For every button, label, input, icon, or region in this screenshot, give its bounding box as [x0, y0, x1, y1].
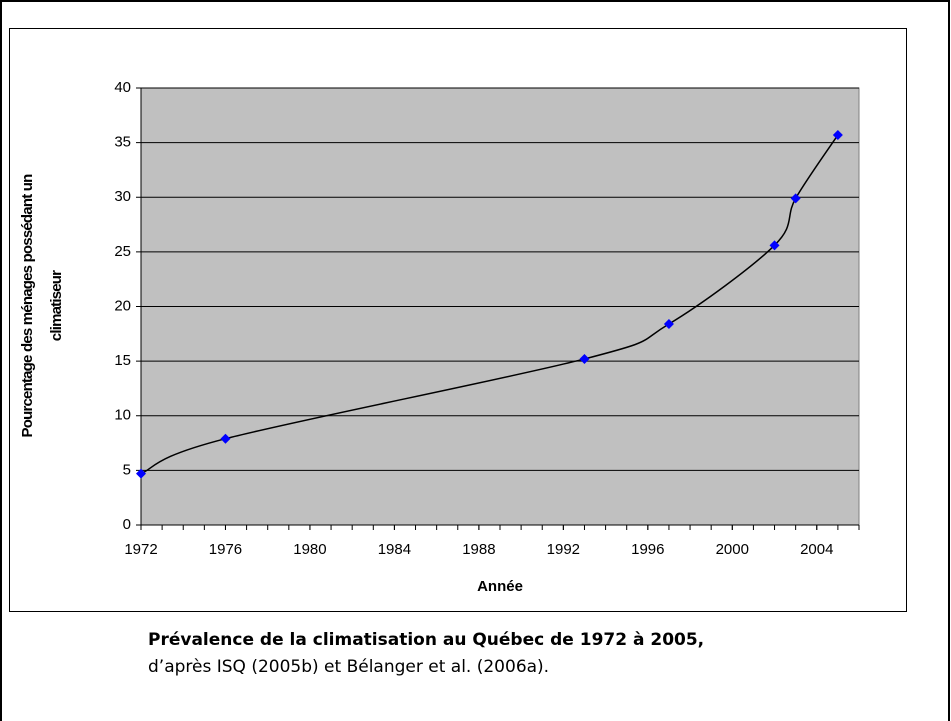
y-tick-label: 25 [114, 243, 131, 260]
x-tick-label: 1980 [293, 541, 326, 558]
y-tick-label: 35 [114, 134, 131, 151]
x-tick-label: 1984 [378, 541, 411, 558]
y-tick-label: 30 [114, 188, 131, 205]
y-tick-label: 0 [123, 516, 131, 533]
y-tick-label: 20 [114, 297, 131, 314]
x-tick-label: 1972 [124, 541, 157, 558]
y-tick-label: 5 [123, 461, 131, 478]
data-point [769, 240, 780, 251]
x-tick-label: 1988 [462, 541, 495, 558]
y-axis-label-line: climatiseur [48, 270, 65, 341]
x-tick-label: 1996 [631, 541, 664, 558]
y-tick-label: 10 [114, 407, 131, 424]
data-point [790, 193, 801, 204]
y-axis-label-line: Pourcentage des ménages possédant un [19, 174, 36, 438]
x-tick-label: 1976 [209, 541, 242, 558]
caption-title: Prévalence de la climatisation au Québec… [148, 630, 704, 650]
data-point [136, 468, 146, 479]
y-tick-label: 15 [114, 352, 131, 369]
x-tick-label: 1992 [547, 541, 580, 558]
data-point [663, 318, 674, 329]
x-axis-label: Année [477, 578, 523, 595]
data-point [832, 129, 843, 140]
x-tick-label: 2004 [800, 541, 833, 558]
data-point [220, 433, 231, 444]
x-tick-label: 2000 [716, 541, 749, 558]
caption-source: d’après ISQ (2005b) et Bélanger et al. (… [148, 657, 549, 677]
data-point [579, 353, 590, 364]
y-axis-label: Pourcentage des ménages possédant un cli… [19, 174, 65, 438]
y-tick-label: 40 [114, 79, 131, 96]
